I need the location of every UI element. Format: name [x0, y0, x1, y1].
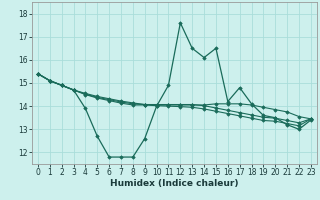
X-axis label: Humidex (Indice chaleur): Humidex (Indice chaleur) [110, 179, 239, 188]
